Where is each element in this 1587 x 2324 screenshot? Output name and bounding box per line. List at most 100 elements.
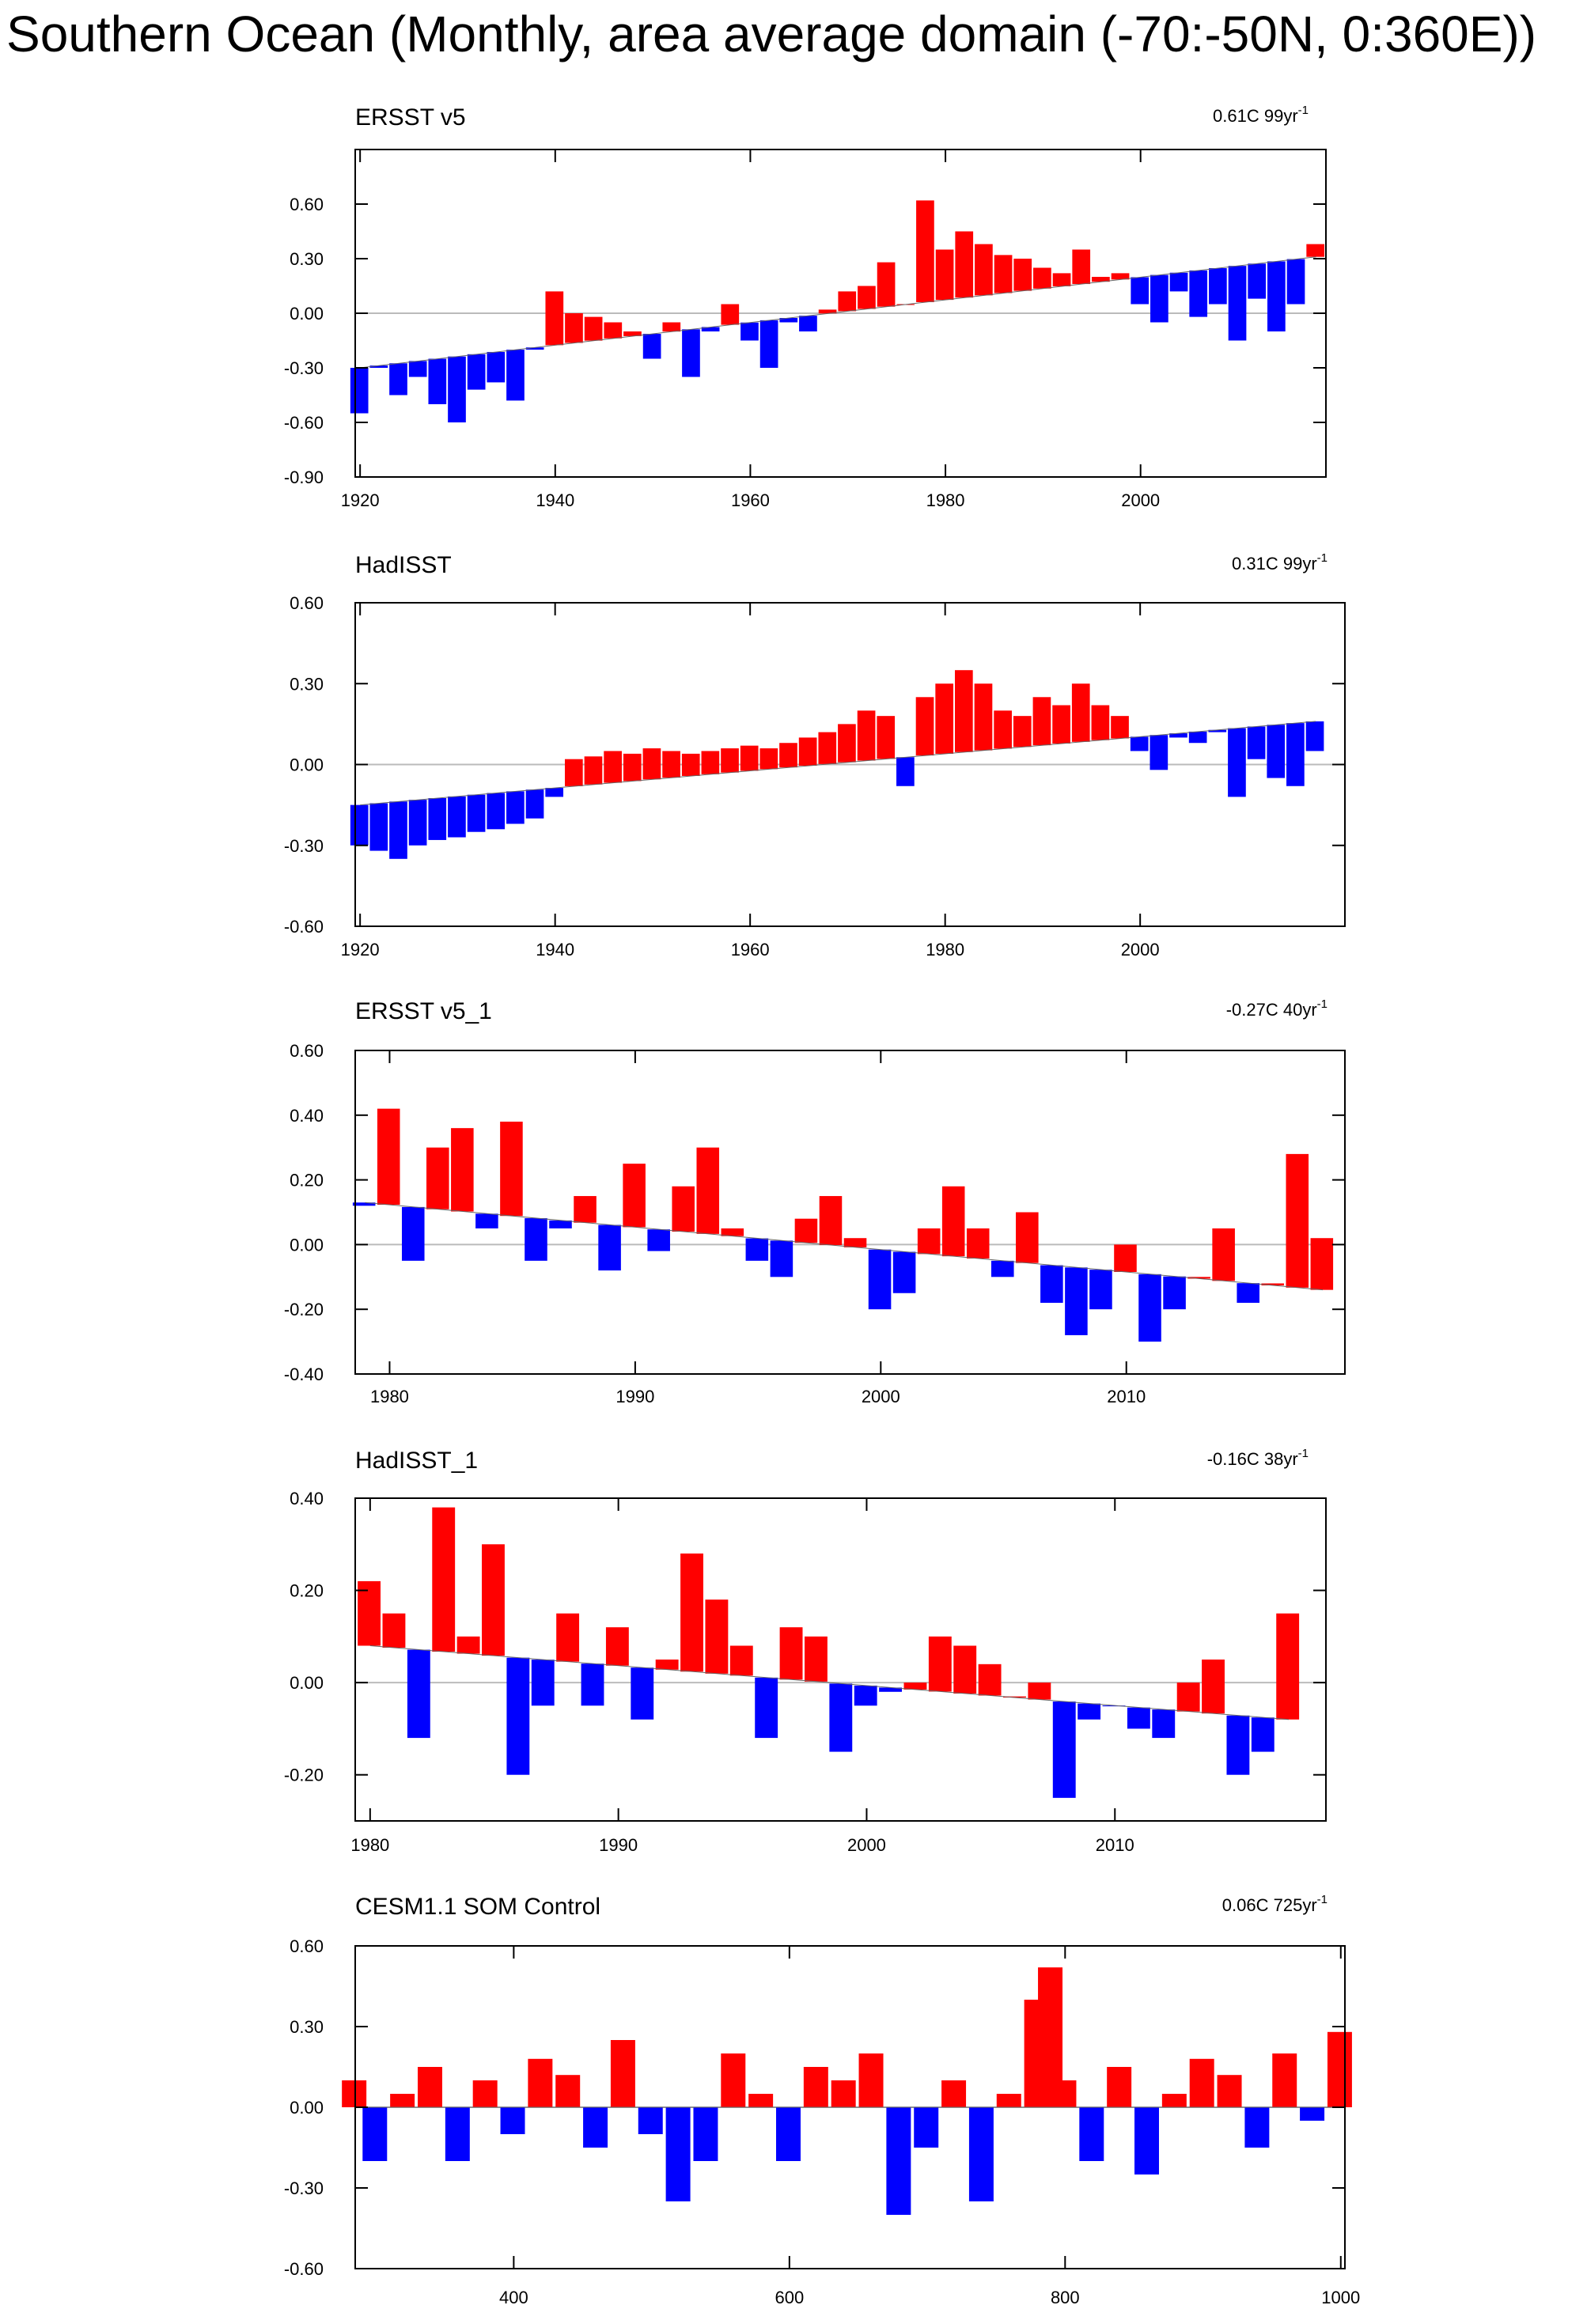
trend-label-text: 0.61C 99yr: [1213, 106, 1298, 126]
anomaly-bar: [1051, 2080, 1077, 2107]
anomaly-bar: [1248, 263, 1267, 299]
anomaly-bar: [829, 1683, 853, 1752]
anomaly-bar: [748, 2094, 774, 2107]
panel-title: CESM1.1 SOM Control: [355, 1894, 600, 1920]
anomaly-bar: [954, 670, 973, 752]
x-tick-label: 800: [1051, 2288, 1080, 2307]
y-tick-label: 0.00: [290, 755, 324, 775]
anomaly-bar: [369, 803, 388, 851]
y-tick-label: 0.00: [290, 1235, 324, 1255]
x-tick-label: 400: [499, 2288, 528, 2307]
anomaly-bar: [1306, 244, 1325, 257]
anomaly-bar: [879, 1687, 903, 1692]
trend-label: -0.27C 40yr-1: [1226, 997, 1328, 1020]
anomaly-bar: [1251, 1717, 1275, 1752]
anomaly-bar: [804, 1636, 828, 1682]
trend-label: -0.16C 38yr-1: [1207, 1447, 1309, 1469]
anomaly-bar: [448, 796, 466, 838]
anomaly-bar: [857, 710, 876, 761]
anomaly-bar: [1013, 716, 1032, 748]
anomaly-bar: [549, 1220, 572, 1228]
anomaly-bar: [500, 2107, 525, 2134]
anomaly-bar: [941, 2080, 967, 2107]
x-tick-label: 1960: [731, 940, 770, 960]
anomaly-bar: [838, 291, 857, 312]
anomaly-bar: [605, 1627, 629, 1666]
anomaly-bar: [369, 365, 388, 368]
anomaly-bar: [1247, 726, 1266, 759]
anomaly-bar: [506, 350, 525, 401]
anomaly-bar: [1016, 1212, 1039, 1263]
anomaly-bar: [506, 791, 525, 824]
anomaly-bar: [1091, 705, 1110, 740]
panel-cesm-som-control: 0.60 0.30 0.00 -0.30 -0.60 400 600 800 1000 CESM1…: [284, 1893, 1360, 2307]
anomaly-bar: [1169, 733, 1187, 738]
y-tick-label: 0.00: [290, 1673, 324, 1693]
y-tick-label: 0.60: [290, 1041, 324, 1061]
anomaly-bar: [451, 1128, 474, 1212]
anomaly-bar: [1188, 731, 1207, 744]
panel-hadisst-1: 0.40 0.20 0.00 -0.20 1980 1990 2000 2010 HadISST…: [284, 1447, 1327, 1855]
anomaly-bar: [1272, 2053, 1297, 2107]
anomaly-bar: [799, 316, 817, 331]
anomaly-bar: [662, 322, 681, 332]
anomaly-bar: [1169, 272, 1188, 292]
anomaly-bar: [1286, 723, 1305, 786]
anomaly-bar: [994, 710, 1012, 749]
x-tick-label: 1000: [1321, 2288, 1360, 2307]
x-tick-label: 1920: [341, 490, 380, 510]
anomaly-bar: [1028, 1682, 1051, 1700]
x-tick-label: 1940: [536, 940, 574, 960]
anomaly-bar: [432, 1507, 456, 1652]
anomaly-bar: [482, 1544, 505, 1656]
y-tick-label: 0.60: [290, 593, 324, 613]
anomaly-bar: [1065, 1267, 1088, 1335]
anomaly-bar: [1107, 2067, 1132, 2107]
anomaly-bar: [721, 2053, 746, 2107]
anomaly-bar: [729, 1645, 753, 1676]
y-tick-label: 0.30: [290, 249, 324, 269]
anomaly-bar: [417, 2067, 442, 2107]
anomaly-bar: [794, 1218, 818, 1243]
anomaly-bar: [798, 737, 817, 766]
anomaly-bar: [1003, 1696, 1026, 1698]
trend-label-superscript: -1: [1298, 104, 1309, 117]
anomaly-bar: [583, 2107, 608, 2148]
anomaly-bar: [914, 2107, 939, 2148]
anomaly-bar: [779, 743, 797, 768]
anomaly-bar: [647, 1229, 670, 1251]
anomaly-bar: [1071, 683, 1090, 742]
panel-ersst-v5-1: 0.60 0.40 0.20 0.00 -0.20 -0.40 1980 1990 2000 20…: [284, 997, 1346, 1406]
anomaly-bar: [604, 322, 623, 339]
anomaly-bar: [917, 1228, 941, 1255]
x-tick-label: 1990: [599, 1835, 638, 1855]
trend-label-text: -0.16C 38yr: [1207, 1449, 1298, 1469]
anomaly-bar: [545, 788, 564, 797]
trend-label-text: 0.31C 99yr: [1232, 554, 1317, 573]
anomaly-bar: [994, 255, 1013, 293]
anomaly-bar: [1327, 2031, 1352, 2107]
anomaly-bar: [896, 757, 915, 786]
anomaly-bar: [665, 2107, 691, 2201]
anomaly-bar: [975, 244, 993, 296]
x-tick-label: 2010: [1107, 1387, 1146, 1406]
anomaly-bar: [581, 1664, 604, 1706]
anomaly-bar: [1052, 1701, 1076, 1798]
anomaly-bar: [1134, 2107, 1159, 2174]
anomaly-bar: [448, 356, 466, 422]
anomaly-bar: [770, 1240, 794, 1277]
anomaly-bar: [1228, 266, 1247, 341]
panel-title: ERSST v5_1: [355, 998, 492, 1024]
anomaly-bar: [916, 200, 934, 302]
anomaly-bar: [352, 1202, 376, 1206]
anomaly-bar: [342, 2080, 367, 2107]
anomaly-bar: [1286, 259, 1305, 305]
anomaly-bar: [598, 1224, 621, 1271]
anomaly-bar: [838, 724, 856, 763]
anomaly-bar: [701, 751, 720, 774]
y-tick-label: -0.20: [284, 1300, 324, 1319]
anomaly-bar: [1052, 705, 1070, 744]
anomaly-bar: [487, 793, 506, 830]
anomaly-bar: [472, 2080, 498, 2107]
anomaly-bar: [831, 2080, 856, 2107]
